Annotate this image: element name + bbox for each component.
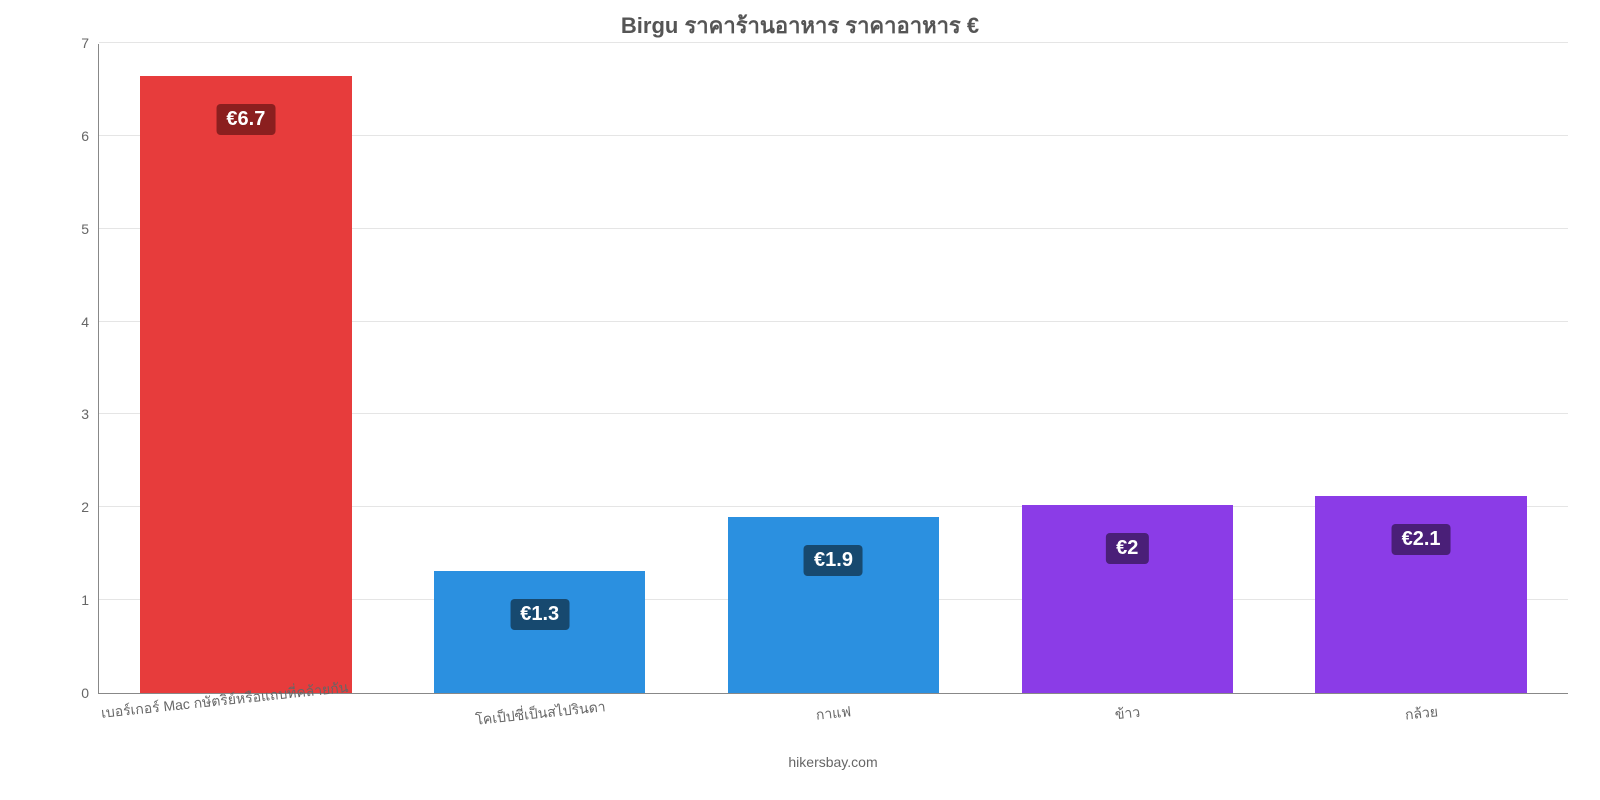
bar: €6.7 (140, 76, 352, 693)
gridline (99, 42, 1568, 43)
x-tick-label: โคเป็ปซี่เป็นสไปรินดา (473, 686, 606, 731)
bar-slot: €1.3โคเป็ปซี่เป็นสไปรินดา (393, 44, 687, 693)
y-tick-label: 7 (59, 35, 89, 51)
bar-slot: €1.9กาแฟ (687, 44, 981, 693)
bar: €1.3 (434, 571, 646, 693)
x-tick-label: กล้วย (1403, 691, 1439, 726)
plot-area: 01234567 €6.7เบอร์เกอร์ Mac กษัตริย์หรือ… (98, 44, 1568, 694)
y-tick-label: 5 (59, 221, 89, 237)
y-tick-label: 2 (59, 499, 89, 515)
bars-container: €6.7เบอร์เกอร์ Mac กษัตริย์หรือแถบที่คล้… (99, 44, 1568, 693)
y-tick-label: 6 (59, 128, 89, 144)
value-badge: €1.9 (804, 545, 863, 576)
bar: €1.9 (728, 517, 940, 693)
y-tick-label: 0 (59, 685, 89, 701)
x-tick-label: กาแฟ (814, 691, 852, 727)
value-badge: €2 (1106, 533, 1148, 564)
attribution: hikersbay.com (98, 754, 1568, 770)
y-tick-label: 3 (59, 406, 89, 422)
y-tick-label: 4 (59, 314, 89, 330)
bar: €2 (1022, 505, 1234, 693)
bar-slot: €6.7เบอร์เกอร์ Mac กษัตริย์หรือแถบที่คล้… (99, 44, 393, 693)
bar-slot: €2.1กล้วย (1274, 44, 1568, 693)
value-badge: €1.3 (510, 599, 569, 630)
chart-title: Birgu ราคาร้านอาหาร ราคาอาหาร € (0, 8, 1600, 43)
x-tick-label: ข้าว (1113, 692, 1142, 726)
bar: €2.1 (1315, 496, 1527, 693)
value-badge: €6.7 (216, 104, 275, 135)
value-badge: €2.1 (1392, 524, 1451, 555)
y-tick-label: 1 (59, 592, 89, 608)
bar-slot: €2ข้าว (980, 44, 1274, 693)
